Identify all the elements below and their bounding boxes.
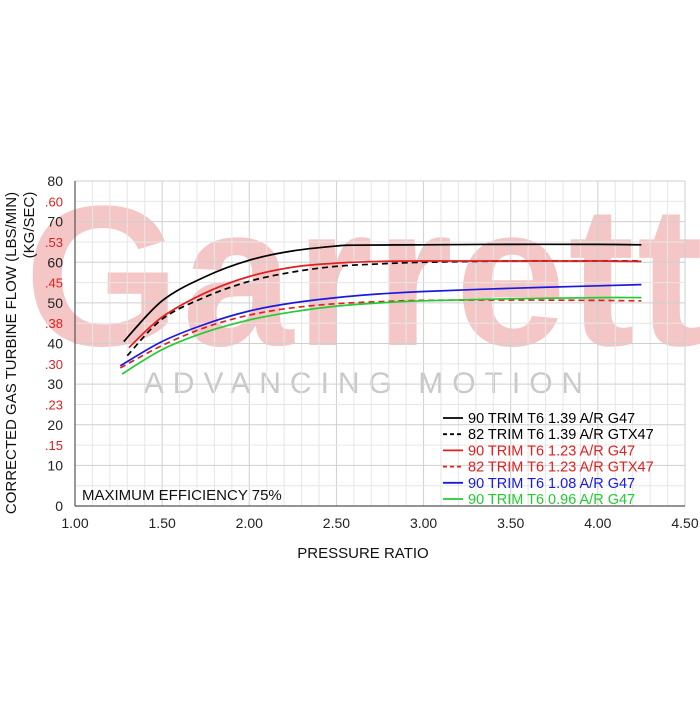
series-line-5 (119, 283, 642, 367)
y-axis-title: CORRECTED GAS TURBINE FLOW (LBS/MIN) (3, 192, 20, 514)
chart-ticks: 1.00 1.50 2.00 2.50 3.00 3.50 4.00 4.50 0 10 20 30 4… (45, 173, 699, 531)
y-tick-label: 0 (55, 498, 63, 514)
x-axis-title: PRESSURE RATIO (297, 545, 428, 562)
series-line-1 (123, 243, 642, 343)
chart-series-group (119, 243, 642, 375)
y-axis-secondary-title: (KG/SEC) (21, 192, 38, 259)
x-tick-label: 3.00 (410, 515, 437, 531)
x-tick-label: 2.50 (323, 515, 350, 531)
legend-label-2: 82 TRIM T6 1.39 A/R GTX47 (468, 427, 654, 443)
series-line-6 (121, 296, 642, 375)
y-tick-label: 20 (47, 417, 63, 433)
y-secondary-tick-label: .60 (45, 194, 63, 209)
watermark-tagline: ADVANCING MOTION (144, 367, 592, 400)
y-tick-label: 50 (47, 295, 63, 311)
chart-axes (74, 181, 685, 507)
y-tick-label: 60 (47, 254, 63, 270)
legend-label-3: 90 TRIM T6 1.23 A/R G47 (468, 443, 635, 459)
y-secondary-tick-label: .45 (45, 276, 63, 291)
y-tick-label: 80 (47, 173, 63, 189)
series-line-3 (128, 260, 642, 349)
y-tick-label: 10 (47, 457, 63, 473)
legend-label-4: 82 TRIM T6 1.23 A/R GTX47 (468, 460, 654, 476)
x-tick-label: 3.50 (497, 515, 524, 531)
x-tick-label: 4.50 (671, 515, 698, 531)
y-secondary-tick-label: .23 (45, 397, 63, 412)
x-tick-label: 1.00 (61, 515, 88, 531)
y-secondary-tick-label: .15 (45, 438, 63, 453)
y-secondary-tick-label: .30 (45, 357, 63, 372)
watermark-brand: Garrett (25, 165, 700, 388)
y-tick-label: 30 (47, 376, 63, 392)
y-secondary-tick-label: .38 (45, 316, 63, 331)
legend-label-6: 90 TRIM T6 0.96 A/R G47 (468, 492, 635, 508)
y-tick-label: 40 (47, 336, 63, 352)
y-secondary-tick-label: .53 (45, 235, 63, 250)
legend-label-5: 90 TRIM T6 1.08 A/R G47 (468, 476, 635, 492)
series-line-4 (119, 299, 642, 369)
max-efficiency-annotation: MAXIMUM EFFICIENCY 75% (82, 487, 282, 504)
y-tick-label: 70 (47, 214, 63, 230)
x-tick-label: 1.50 (149, 515, 176, 531)
legend-label-1: 90 TRIM T6 1.39 A/R G47 (468, 411, 635, 427)
x-tick-label: 2.00 (236, 515, 263, 531)
x-tick-label: 4.00 (584, 515, 611, 531)
chart-grid (74, 180, 686, 507)
